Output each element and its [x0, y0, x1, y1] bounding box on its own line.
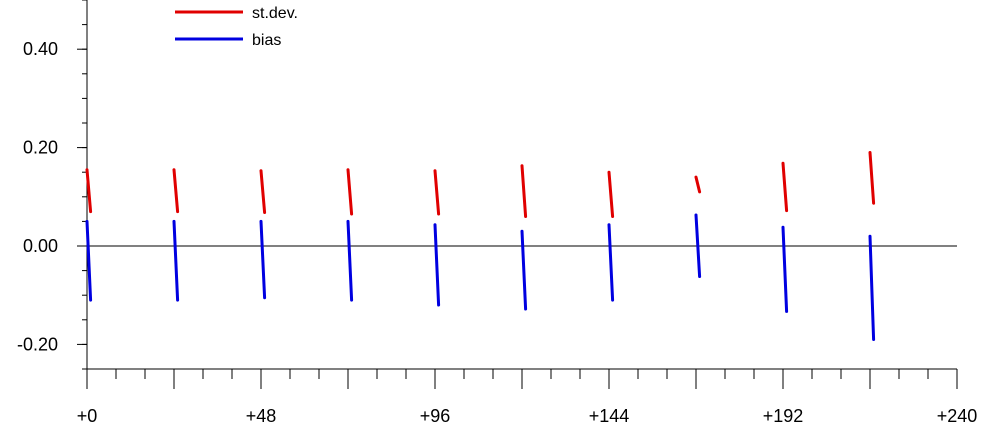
- series-st-dev-segment: [868, 151, 876, 205]
- series-bias-segment: [607, 223, 615, 302]
- axes: -0.20 0.00 0.20 0.40 +0 +48 +96 +144 +192 +240: [17, 0, 977, 423]
- series-bias-segment: [694, 213, 702, 278]
- x-tick-label: +48: [246, 406, 277, 423]
- series-st-dev-segment: [172, 168, 180, 214]
- x-tick-label: +144: [589, 406, 630, 423]
- series-st-dev-segment: [520, 164, 528, 218]
- series-st-dev-segment: [694, 175, 702, 194]
- legend: st.dev. bias: [175, 5, 298, 49]
- x-tick-label: +240: [937, 406, 978, 423]
- series-bias-segment: [85, 219, 93, 302]
- series-bias-segment: [172, 219, 180, 302]
- series-bias-segment: [259, 219, 267, 300]
- series-bias-segment: [781, 225, 789, 313]
- x-tick-label: +0: [77, 406, 98, 423]
- legend-label-bias: bias: [252, 32, 281, 49]
- y-tick-label: 0.00: [23, 236, 58, 256]
- series-st-dev-segment: [781, 161, 789, 213]
- series-st-dev-segment: [259, 169, 267, 214]
- series-st-dev-segment: [607, 170, 615, 218]
- series-bias-segment: [433, 223, 441, 307]
- y-tick-label: 0.40: [23, 39, 58, 59]
- series-st-dev-segment: [346, 168, 354, 216]
- x-tick-label: +96: [420, 406, 451, 423]
- legend-label-st-dev: st.dev.: [252, 5, 298, 22]
- y-tick-label: -0.20: [17, 334, 58, 354]
- x-tick-label: +192: [763, 406, 804, 423]
- series-st-dev-segment: [85, 168, 93, 214]
- series-bias-segment: [868, 234, 876, 341]
- series-bias-segment: [346, 219, 354, 302]
- series-bias-segment: [520, 229, 528, 311]
- series-group: [85, 151, 876, 341]
- series-st-dev-segment: [433, 169, 441, 216]
- y-tick-label: 0.20: [23, 138, 58, 158]
